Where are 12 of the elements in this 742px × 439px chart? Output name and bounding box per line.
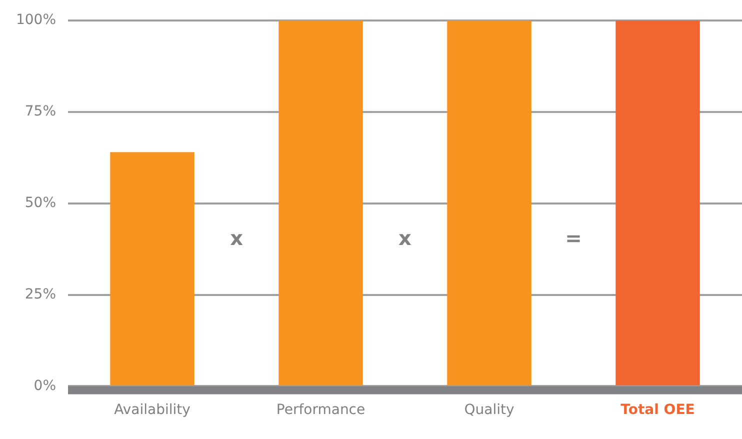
- x-tick-label: Performance: [276, 402, 366, 418]
- y-tick-label: 100%: [16, 12, 56, 28]
- annotation: x: [398, 226, 412, 250]
- annotation: =: [565, 226, 582, 250]
- y-tick-label: 75%: [24, 103, 56, 120]
- y-tick-label: 50%: [24, 194, 56, 211]
- x-tick-label: Availability: [114, 402, 190, 418]
- y-tick-label: 25%: [24, 286, 56, 302]
- x-tick-label: Total OEE: [620, 402, 695, 418]
- x-tick-label: Quality: [464, 402, 514, 418]
- annotation: x: [230, 226, 244, 250]
- y-tick-label: 0%: [34, 378, 56, 394]
